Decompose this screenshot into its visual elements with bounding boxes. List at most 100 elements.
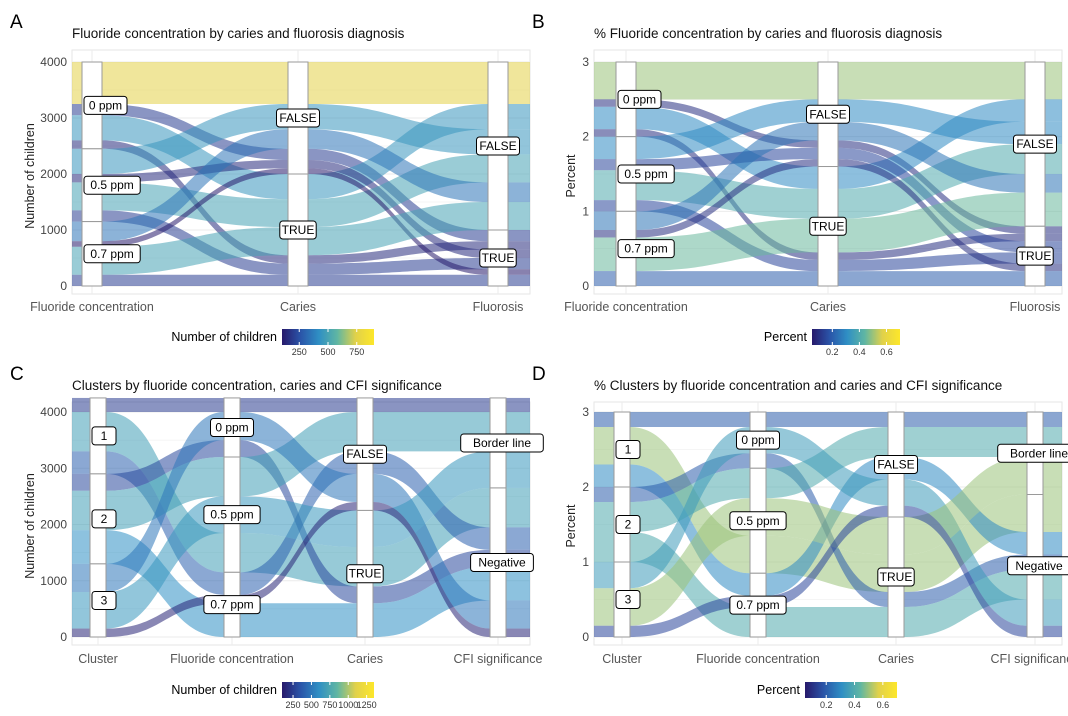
alluvium-flow — [766, 427, 888, 506]
panel-label: A — [10, 12, 23, 33]
stratum-label-box — [874, 455, 918, 474]
x-axis-category-label: Caries — [347, 652, 383, 666]
legend-tick-label: 0.4 — [853, 347, 866, 357]
alluvium-flow — [630, 427, 750, 589]
stratum-label-box — [1013, 134, 1057, 154]
stratum-label: 0.7 ppm — [90, 247, 133, 261]
stratum-label-box — [83, 175, 141, 195]
stratum-label: TRUE — [880, 570, 913, 584]
stratum-label-box — [83, 244, 141, 264]
alluvium-edge — [488, 269, 530, 275]
x-axis-category-label: Fluoride concentration — [30, 300, 154, 314]
alluvium-flow — [373, 566, 490, 637]
alluvium-flow — [766, 498, 888, 555]
alluvium-flow — [636, 147, 818, 171]
alluvium-flow — [636, 218, 818, 272]
y-tick-label: 2 — [582, 130, 589, 144]
stratum-label: Border line — [473, 436, 531, 450]
alluvium-edge — [594, 99, 636, 107]
stratum-label-box — [83, 95, 128, 115]
chart-title: Fluoride concentration by caries and flu… — [72, 26, 405, 41]
stratum-label: FALSE — [1016, 137, 1053, 151]
alluvium-flow — [636, 170, 818, 219]
legend-colorbar — [282, 682, 374, 698]
stratum-label-box — [615, 440, 641, 459]
stratum-label-box — [91, 590, 117, 610]
stratum-label-box — [877, 567, 915, 587]
alluvium-edge — [490, 628, 530, 637]
x-axis-category-label: Fluorosis — [1010, 300, 1061, 314]
x-axis-category-label: Cluster — [78, 652, 118, 666]
alluvium-flow — [630, 498, 750, 626]
x-axis-category-label: Caries — [810, 300, 846, 314]
alluvium-flow — [766, 412, 888, 427]
x-axis-category-label: Cluster — [602, 652, 642, 666]
x-axis-category-label: Caries — [878, 652, 914, 666]
alluvium-flow — [373, 502, 490, 637]
legend-tick-label: 0.6 — [880, 347, 893, 357]
stratum-label-box — [736, 430, 780, 450]
alluvium-edge — [72, 628, 106, 637]
stratum-label-box — [479, 248, 517, 268]
stratum-label: FALSE — [279, 111, 316, 125]
stratum-label: 0 ppm — [741, 433, 774, 447]
y-tick-label: 2000 — [40, 518, 67, 532]
alluvium-flow — [102, 62, 288, 104]
alluvium-flow — [102, 274, 288, 286]
legend-tick-label: 0.2 — [820, 700, 833, 710]
y-tick-label: 3 — [582, 405, 589, 419]
stratum-label-box — [276, 108, 320, 128]
stratum-label: FALSE — [479, 139, 516, 153]
stratum-label-box — [617, 239, 675, 259]
stratum-label: 0.5 ppm — [624, 167, 667, 181]
y-tick-label: 3 — [582, 55, 589, 69]
stratum-label: 2 — [101, 512, 108, 526]
alluvium-flow — [106, 412, 224, 592]
alluvium-flow — [308, 154, 488, 228]
x-axis-category-label: CFI significance — [454, 652, 543, 666]
stratum-label: TRUE — [482, 251, 515, 265]
x-axis-category-label: CFI significance — [991, 652, 1068, 666]
panel-c: C Clusters by fluoride concentration, car… — [10, 364, 544, 710]
stratum-label-box — [806, 104, 850, 124]
y-tick-label: 4000 — [40, 55, 67, 69]
stratum-label: FALSE — [877, 458, 914, 472]
stratum-label-box — [1016, 246, 1054, 266]
y-tick-label: 3000 — [40, 111, 67, 125]
stratum-label: 0.7 ppm — [624, 242, 667, 256]
chart-title: % Clusters by fluoride concentration and… — [594, 378, 1002, 393]
stratum-label: TRUE — [349, 567, 382, 581]
y-tick-label: 2 — [582, 480, 589, 494]
alluvium-flow — [904, 569, 1027, 637]
stratum-label: 0.5 ppm — [90, 178, 133, 192]
stratum-label: 1 — [101, 429, 108, 443]
y-tick-label: 1000 — [40, 223, 67, 237]
alluvium-flow — [904, 427, 1027, 457]
alluvium-edge — [594, 129, 636, 137]
stratum-label: TRUE — [812, 219, 845, 233]
stratum-label-box — [203, 505, 261, 525]
legend-tick-label: 250 — [292, 347, 307, 357]
stratum-label: 0.5 ppm — [736, 514, 779, 528]
legend-tick-label: 0.4 — [848, 700, 861, 710]
alluvium-flow — [838, 271, 1025, 286]
stratum-label: 0.7 ppm — [210, 598, 253, 612]
stratum-label: 3 — [101, 593, 108, 607]
stratum-label-box — [1007, 556, 1068, 576]
alluvium-flow — [766, 505, 888, 607]
stratum-label: 0 ppm — [89, 98, 122, 112]
alluvium-flow — [373, 397, 490, 412]
alluvium-flow — [838, 99, 1025, 145]
x-axis-category-label: Fluoride concentration — [564, 300, 688, 314]
stratum-label: 0.5 ppm — [210, 508, 253, 522]
alluvium-flow — [102, 129, 288, 242]
y-tick-label: 1000 — [40, 574, 67, 588]
stratum-label: 0.7 ppm — [736, 598, 779, 612]
alluvium-flow — [904, 505, 1027, 637]
stratum-label-box — [346, 564, 384, 584]
stratum-label: FALSE — [809, 107, 846, 121]
y-axis-label: Number of children — [23, 123, 37, 229]
legend-tick-label: 500 — [320, 347, 335, 357]
alluvium-flow — [838, 62, 1025, 100]
alluvium-flow — [308, 129, 488, 202]
